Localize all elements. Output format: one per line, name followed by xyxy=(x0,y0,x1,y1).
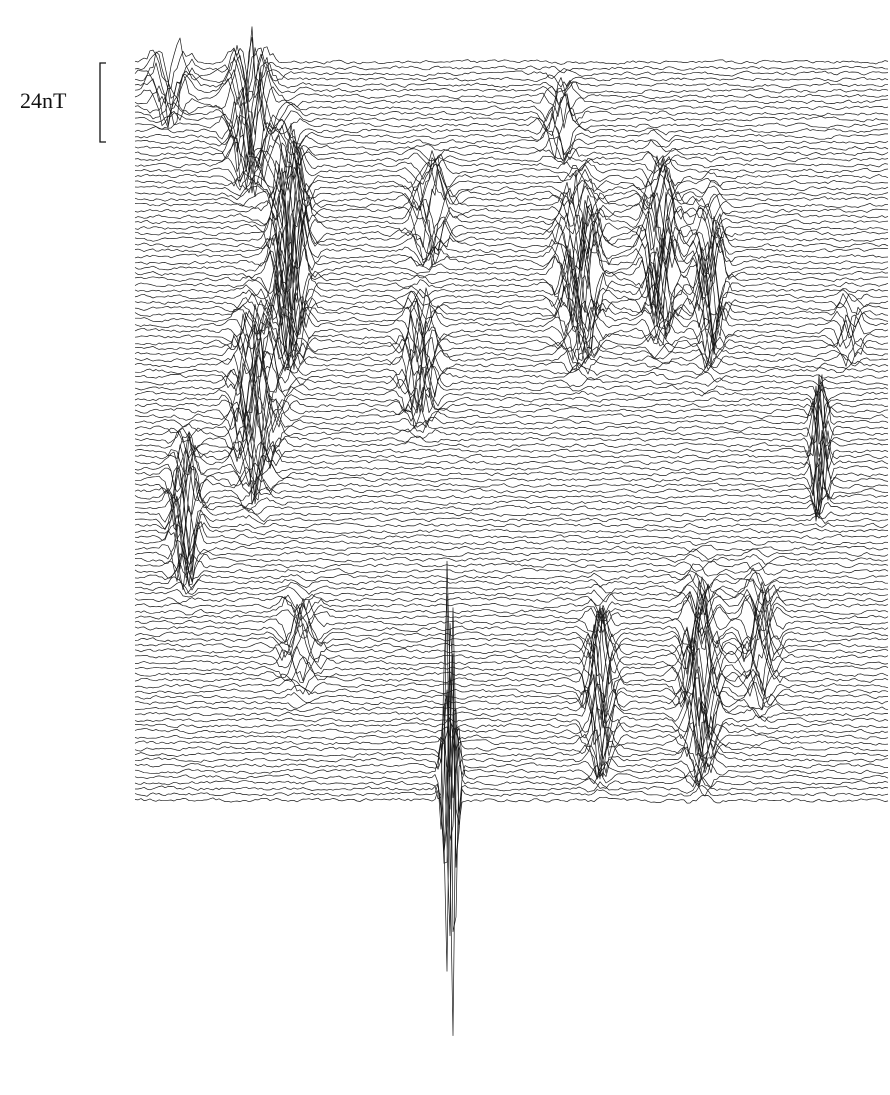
trace-line xyxy=(135,497,888,573)
trace-line xyxy=(135,478,888,577)
trace-line xyxy=(135,595,888,650)
trace-line xyxy=(135,204,888,352)
trace-line xyxy=(135,623,888,867)
trace-line xyxy=(135,313,888,416)
figure: 24nT xyxy=(0,0,890,1095)
trace-line xyxy=(135,667,888,750)
trace-line xyxy=(135,716,888,784)
trace-line xyxy=(135,48,888,98)
trace-line xyxy=(135,47,888,102)
trace-line xyxy=(135,696,888,841)
trace-line xyxy=(135,554,888,580)
trace-line xyxy=(135,690,888,798)
scale-bar: 24nT xyxy=(20,63,106,142)
trace-line xyxy=(135,625,888,740)
trace-line xyxy=(135,599,888,713)
trace-line xyxy=(135,168,888,294)
trace-line xyxy=(135,638,888,736)
trace-line xyxy=(135,627,888,721)
trace-line xyxy=(135,675,888,861)
trace-line xyxy=(135,589,888,636)
scale-bracket xyxy=(100,63,106,142)
trace-line xyxy=(135,271,888,370)
scale-label: 24nT xyxy=(20,88,67,113)
trace-line xyxy=(135,575,888,599)
trace-line xyxy=(135,465,888,539)
trace-line xyxy=(135,314,888,415)
trace-line xyxy=(135,256,888,355)
trace-line xyxy=(135,506,888,581)
traces xyxy=(135,27,888,1036)
trace-line xyxy=(135,540,888,585)
trace-line xyxy=(135,515,888,586)
page: {"scale_label": "24nT"} 24nT (() => { co… xyxy=(0,0,890,1095)
trace-line xyxy=(135,525,888,582)
trace-line xyxy=(135,614,888,694)
trace-line xyxy=(135,153,888,263)
trace-line xyxy=(135,293,888,364)
trace-line xyxy=(135,580,888,615)
trace-line xyxy=(135,709,888,936)
trace-line xyxy=(135,563,888,590)
trace-line xyxy=(135,363,888,465)
trace-line xyxy=(135,561,888,932)
trace-line xyxy=(135,445,888,515)
